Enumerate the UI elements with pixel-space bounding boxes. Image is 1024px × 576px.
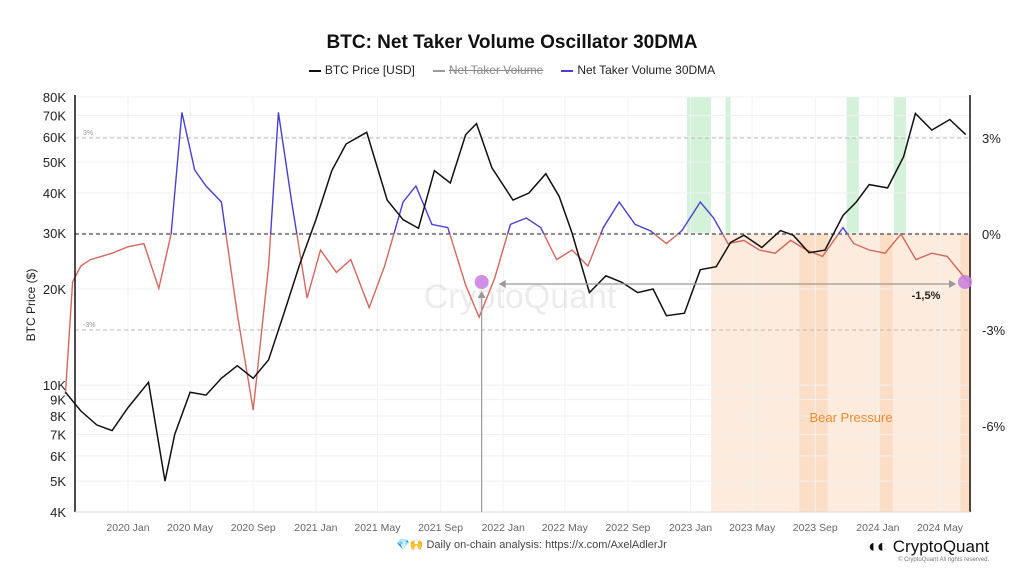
y2-tick-label: -6% — [982, 419, 1006, 434]
y-tick-label: 7K — [50, 427, 66, 442]
y-tick-label: 60K — [43, 130, 66, 145]
bull-zone — [846, 97, 859, 234]
marker-circle — [474, 275, 489, 289]
bear-band — [879, 234, 893, 512]
x-tick-label: 2023 Sep — [793, 522, 838, 534]
arrowhead-icon — [498, 280, 506, 288]
legend-label: Net Taker Volume — [448, 63, 544, 77]
y-tick-label: 70K — [43, 108, 66, 123]
x-tick-label: 2024 Jan — [856, 522, 899, 534]
x-tick-label: 2020 Sep — [231, 522, 276, 534]
bear-band — [960, 234, 972, 512]
logo-icon: ◖◐ — [866, 536, 888, 556]
footer-text: Daily on-chain analysis: — [426, 539, 546, 551]
oscillator-positive-line — [170, 112, 902, 234]
y2-tick-label: 0% — [982, 227, 1001, 242]
diamond-hands-icon: 💎🙌 — [396, 539, 424, 551]
x-tick-label: 2023 May — [729, 522, 776, 534]
bull-zone — [725, 97, 731, 234]
x-tick-label: 2023 Jan — [669, 522, 712, 534]
x-tick-label: 2020 Jan — [106, 522, 149, 534]
y-tick-label: 20K — [43, 282, 66, 297]
marker-circle — [958, 275, 972, 289]
lower-threshold-label: -3% — [83, 322, 95, 329]
x-tick-label: 2022 Jan — [482, 522, 525, 534]
y-axis-label: BTC Price ($) — [24, 269, 38, 342]
x-tick-label: 2021 May — [354, 522, 401, 534]
x-tick-label: 2021 Jan — [294, 522, 337, 534]
y-tick-label: 9K — [50, 393, 66, 408]
legend-item-net-taker-volume[interactable]: Net Taker Volume — [432, 63, 544, 77]
level-label: -1,5% — [912, 290, 941, 302]
cryptoquant-logo: ◖◐ CryptoQuant — [866, 536, 989, 557]
y-tick-label: 8K — [50, 409, 66, 424]
x-tick-label: 2020 May — [167, 522, 214, 534]
y-tick-label: 40K — [43, 186, 66, 201]
y2-tick-label: 3% — [982, 131, 1001, 146]
y-tick-label: 5K — [50, 474, 66, 489]
legend-item-net-taker-volume-30dma[interactable]: Net Taker Volume 30DMA — [561, 63, 715, 77]
x-tick-label: 2022 May — [542, 522, 589, 534]
copyright: © CryptoQuant All rights reserved. — [898, 557, 990, 563]
bull-zone — [893, 97, 907, 234]
x-tick-label: 2021 Sep — [418, 522, 463, 534]
arrowhead-icon — [477, 291, 486, 298]
legend-label: Net Taker Volume 30DMA — [577, 63, 716, 77]
zone-label: Bear Pressure — [809, 410, 892, 425]
y-tick-label: 80K — [43, 90, 66, 105]
y2-tick-label: -3% — [982, 323, 1006, 338]
bear-band — [799, 234, 828, 512]
legend-item-btc-price[interactable]: BTC Price [USD] — [308, 63, 415, 77]
upper-threshold-label: 3% — [83, 130, 93, 137]
legend-label: BTC Price [USD] — [324, 63, 415, 77]
y-tick-label: 30K — [43, 226, 66, 241]
oscillator-negative-line — [64, 234, 969, 411]
x-tick-label: 2024 May — [917, 522, 964, 534]
bear-zone — [711, 234, 970, 512]
chart-title: BTC: Net Taker Volume Oscillator 30DMA — [326, 32, 698, 53]
arrowhead-icon — [949, 280, 956, 288]
footer: 💎🙌 Daily on-chain analysis: https://x.co… — [396, 538, 667, 551]
y-tick-label: 4K — [50, 505, 66, 520]
legend: BTC Price [USD] Net Taker Volume Net Tak… — [0, 63, 1024, 77]
btc-price-line — [64, 112, 967, 482]
y-tick-label: 50K — [43, 155, 66, 170]
y-tick-label: 6K — [50, 449, 66, 464]
footer-link[interactable]: https://x.com/AxelAdlerJr — [545, 539, 667, 551]
brand-name: CryptoQuant — [892, 536, 990, 556]
x-tick-label: 2022 Sep — [605, 522, 650, 534]
y-tick-label: 10K — [43, 378, 66, 393]
